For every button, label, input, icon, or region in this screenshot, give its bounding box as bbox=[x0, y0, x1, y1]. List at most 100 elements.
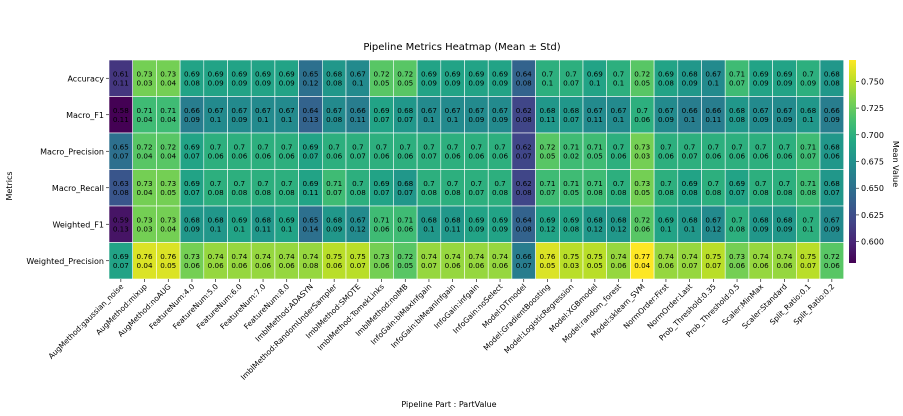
cell-std-label: 0.08 bbox=[516, 78, 532, 87]
cell-mean-label: 0.76 bbox=[539, 252, 555, 261]
cell-mean-label: 0.62 bbox=[516, 179, 532, 188]
cell-std-label: 0.1 bbox=[708, 78, 719, 87]
cell-mean-label: 0.72 bbox=[160, 142, 176, 151]
cell-std-label: 0.06 bbox=[374, 224, 390, 233]
cell-std-label: 0.07 bbox=[800, 151, 816, 160]
cell-std-label: 0.07 bbox=[705, 261, 721, 270]
cell-mean-label: 0.7 bbox=[660, 179, 671, 188]
cell-mean-label: 0.64 bbox=[516, 215, 532, 224]
cell-std-label: 0.06 bbox=[753, 261, 769, 270]
cell-mean-label: 0.7 bbox=[352, 179, 363, 188]
cell-mean-label: 0.59 bbox=[113, 215, 129, 224]
cell-std-label: 0.08 bbox=[705, 188, 721, 197]
cell-mean-label: 0.72 bbox=[634, 215, 650, 224]
cell-std-label: 0.06 bbox=[326, 261, 342, 270]
cell-std-label: 0.07 bbox=[113, 151, 129, 160]
cell-std-label: 0.04 bbox=[160, 224, 176, 233]
cell-mean-label: 0.69 bbox=[208, 69, 224, 78]
cell-mean-label: 0.7 bbox=[494, 142, 505, 151]
colorbar-tick-label: 0.675 bbox=[861, 158, 884, 167]
cell-mean-label: 0.66 bbox=[184, 106, 200, 115]
y-axis-label: Metrics bbox=[5, 171, 14, 200]
cell-mean-label: 0.7 bbox=[684, 142, 695, 151]
cell-mean-label: 0.69 bbox=[184, 69, 200, 78]
cell-std-label: 0.09 bbox=[326, 224, 342, 233]
cell-std-label: 0.12 bbox=[350, 224, 366, 233]
cell-mean-label: 0.69 bbox=[729, 179, 745, 188]
cell-mean-label: 0.67 bbox=[658, 106, 674, 115]
cell-mean-label: 0.74 bbox=[255, 252, 271, 261]
cell-mean-label: 0.67 bbox=[445, 106, 461, 115]
cell-std-label: 0.08 bbox=[682, 188, 698, 197]
cell-std-label: 0.05 bbox=[374, 78, 390, 87]
cell-mean-label: 0.68 bbox=[326, 215, 342, 224]
cell-mean-label: 0.67 bbox=[611, 106, 627, 115]
cell-std-label: 0.05 bbox=[563, 188, 579, 197]
cell-mean-label: 0.71 bbox=[326, 179, 342, 188]
cell-std-label: 0.09 bbox=[658, 115, 674, 124]
cell-std-label: 0.1 bbox=[660, 224, 671, 233]
colorbar-tick-label: 0.625 bbox=[861, 211, 884, 220]
cell-std-label: 0.06 bbox=[208, 261, 224, 270]
cell-std-label: 0.08 bbox=[800, 188, 816, 197]
cell-mean-label: 0.69 bbox=[374, 179, 390, 188]
cell-mean-label: 0.7 bbox=[471, 179, 482, 188]
row-label: Macro_F1 bbox=[66, 111, 104, 120]
cell-std-label: 0.08 bbox=[279, 188, 295, 197]
cell-mean-label: 0.7 bbox=[731, 215, 742, 224]
cell-mean-label: 0.69 bbox=[302, 179, 318, 188]
cell-mean-label: 0.68 bbox=[397, 106, 413, 115]
cell-std-label: 0.08 bbox=[587, 188, 603, 197]
cell-std-label: 0.06 bbox=[729, 261, 745, 270]
cell-mean-label: 0.68 bbox=[824, 179, 840, 188]
cell-std-label: 0.06 bbox=[255, 151, 271, 160]
cell-mean-label: 0.7 bbox=[210, 142, 221, 151]
cell-mean-label: 0.69 bbox=[302, 142, 318, 151]
cell-mean-label: 0.68 bbox=[397, 179, 413, 188]
cell-std-label: 0.04 bbox=[137, 151, 153, 160]
cell-std-label: 0.1 bbox=[542, 78, 553, 87]
cell-std-label: 0.04 bbox=[634, 261, 650, 270]
cell-mean-label: 0.68 bbox=[587, 215, 603, 224]
cell-std-label: 0.06 bbox=[445, 261, 461, 270]
cell-std-label: 0.08 bbox=[658, 78, 674, 87]
cell-mean-label: 0.67 bbox=[705, 69, 721, 78]
cell-std-label: 0.06 bbox=[634, 224, 650, 233]
cell-std-label: 0.11 bbox=[113, 78, 129, 87]
cell-std-label: 0.05 bbox=[539, 261, 555, 270]
cell-std-label: 0.06 bbox=[231, 261, 247, 270]
cell-std-label: 0.08 bbox=[184, 78, 200, 87]
cell-mean-label: 0.73 bbox=[184, 252, 200, 261]
cell-std-label: 0.06 bbox=[374, 151, 390, 160]
cell-mean-label: 0.7 bbox=[447, 179, 458, 188]
cell-mean-label: 0.69 bbox=[776, 69, 792, 78]
cell-std-label: 0.08 bbox=[729, 224, 745, 233]
cell-std-label: 0.08 bbox=[421, 188, 437, 197]
cell-std-label: 0.03 bbox=[137, 224, 153, 233]
cell-mean-label: 0.72 bbox=[634, 69, 650, 78]
cell-mean-label: 0.69 bbox=[113, 252, 129, 261]
cell-std-label: 0.06 bbox=[824, 261, 840, 270]
row-label: Weighted_F1 bbox=[52, 220, 104, 229]
cell-std-label: 0.07 bbox=[468, 188, 484, 197]
cell-mean-label: 0.7 bbox=[755, 142, 766, 151]
cell-std-label: 0.05 bbox=[634, 78, 650, 87]
cell-mean-label: 0.69 bbox=[231, 69, 247, 78]
cell-std-label: 0.1 bbox=[613, 115, 624, 124]
cell-std-label: 0.1 bbox=[234, 224, 245, 233]
cell-mean-label: 0.7 bbox=[542, 69, 553, 78]
cell-std-label: 0.06 bbox=[658, 261, 674, 270]
cell-mean-label: 0.69 bbox=[445, 69, 461, 78]
cell-std-label: 0.08 bbox=[658, 188, 674, 197]
cell-std-label: 0.08 bbox=[776, 188, 792, 197]
cell-std-label: 0.06 bbox=[231, 151, 247, 160]
cell-std-label: 0.07 bbox=[350, 261, 366, 270]
cell-mean-label: 0.65 bbox=[302, 215, 318, 224]
cell-mean-label: 0.69 bbox=[563, 215, 579, 224]
cell-std-label: 0.11 bbox=[445, 224, 461, 233]
cell-mean-label: 0.75 bbox=[350, 252, 366, 261]
cell-std-label: 0.08 bbox=[302, 261, 318, 270]
cell-mean-label: 0.58 bbox=[113, 106, 129, 115]
cell-mean-label: 0.73 bbox=[160, 69, 176, 78]
cell-std-label: 0.07 bbox=[350, 151, 366, 160]
